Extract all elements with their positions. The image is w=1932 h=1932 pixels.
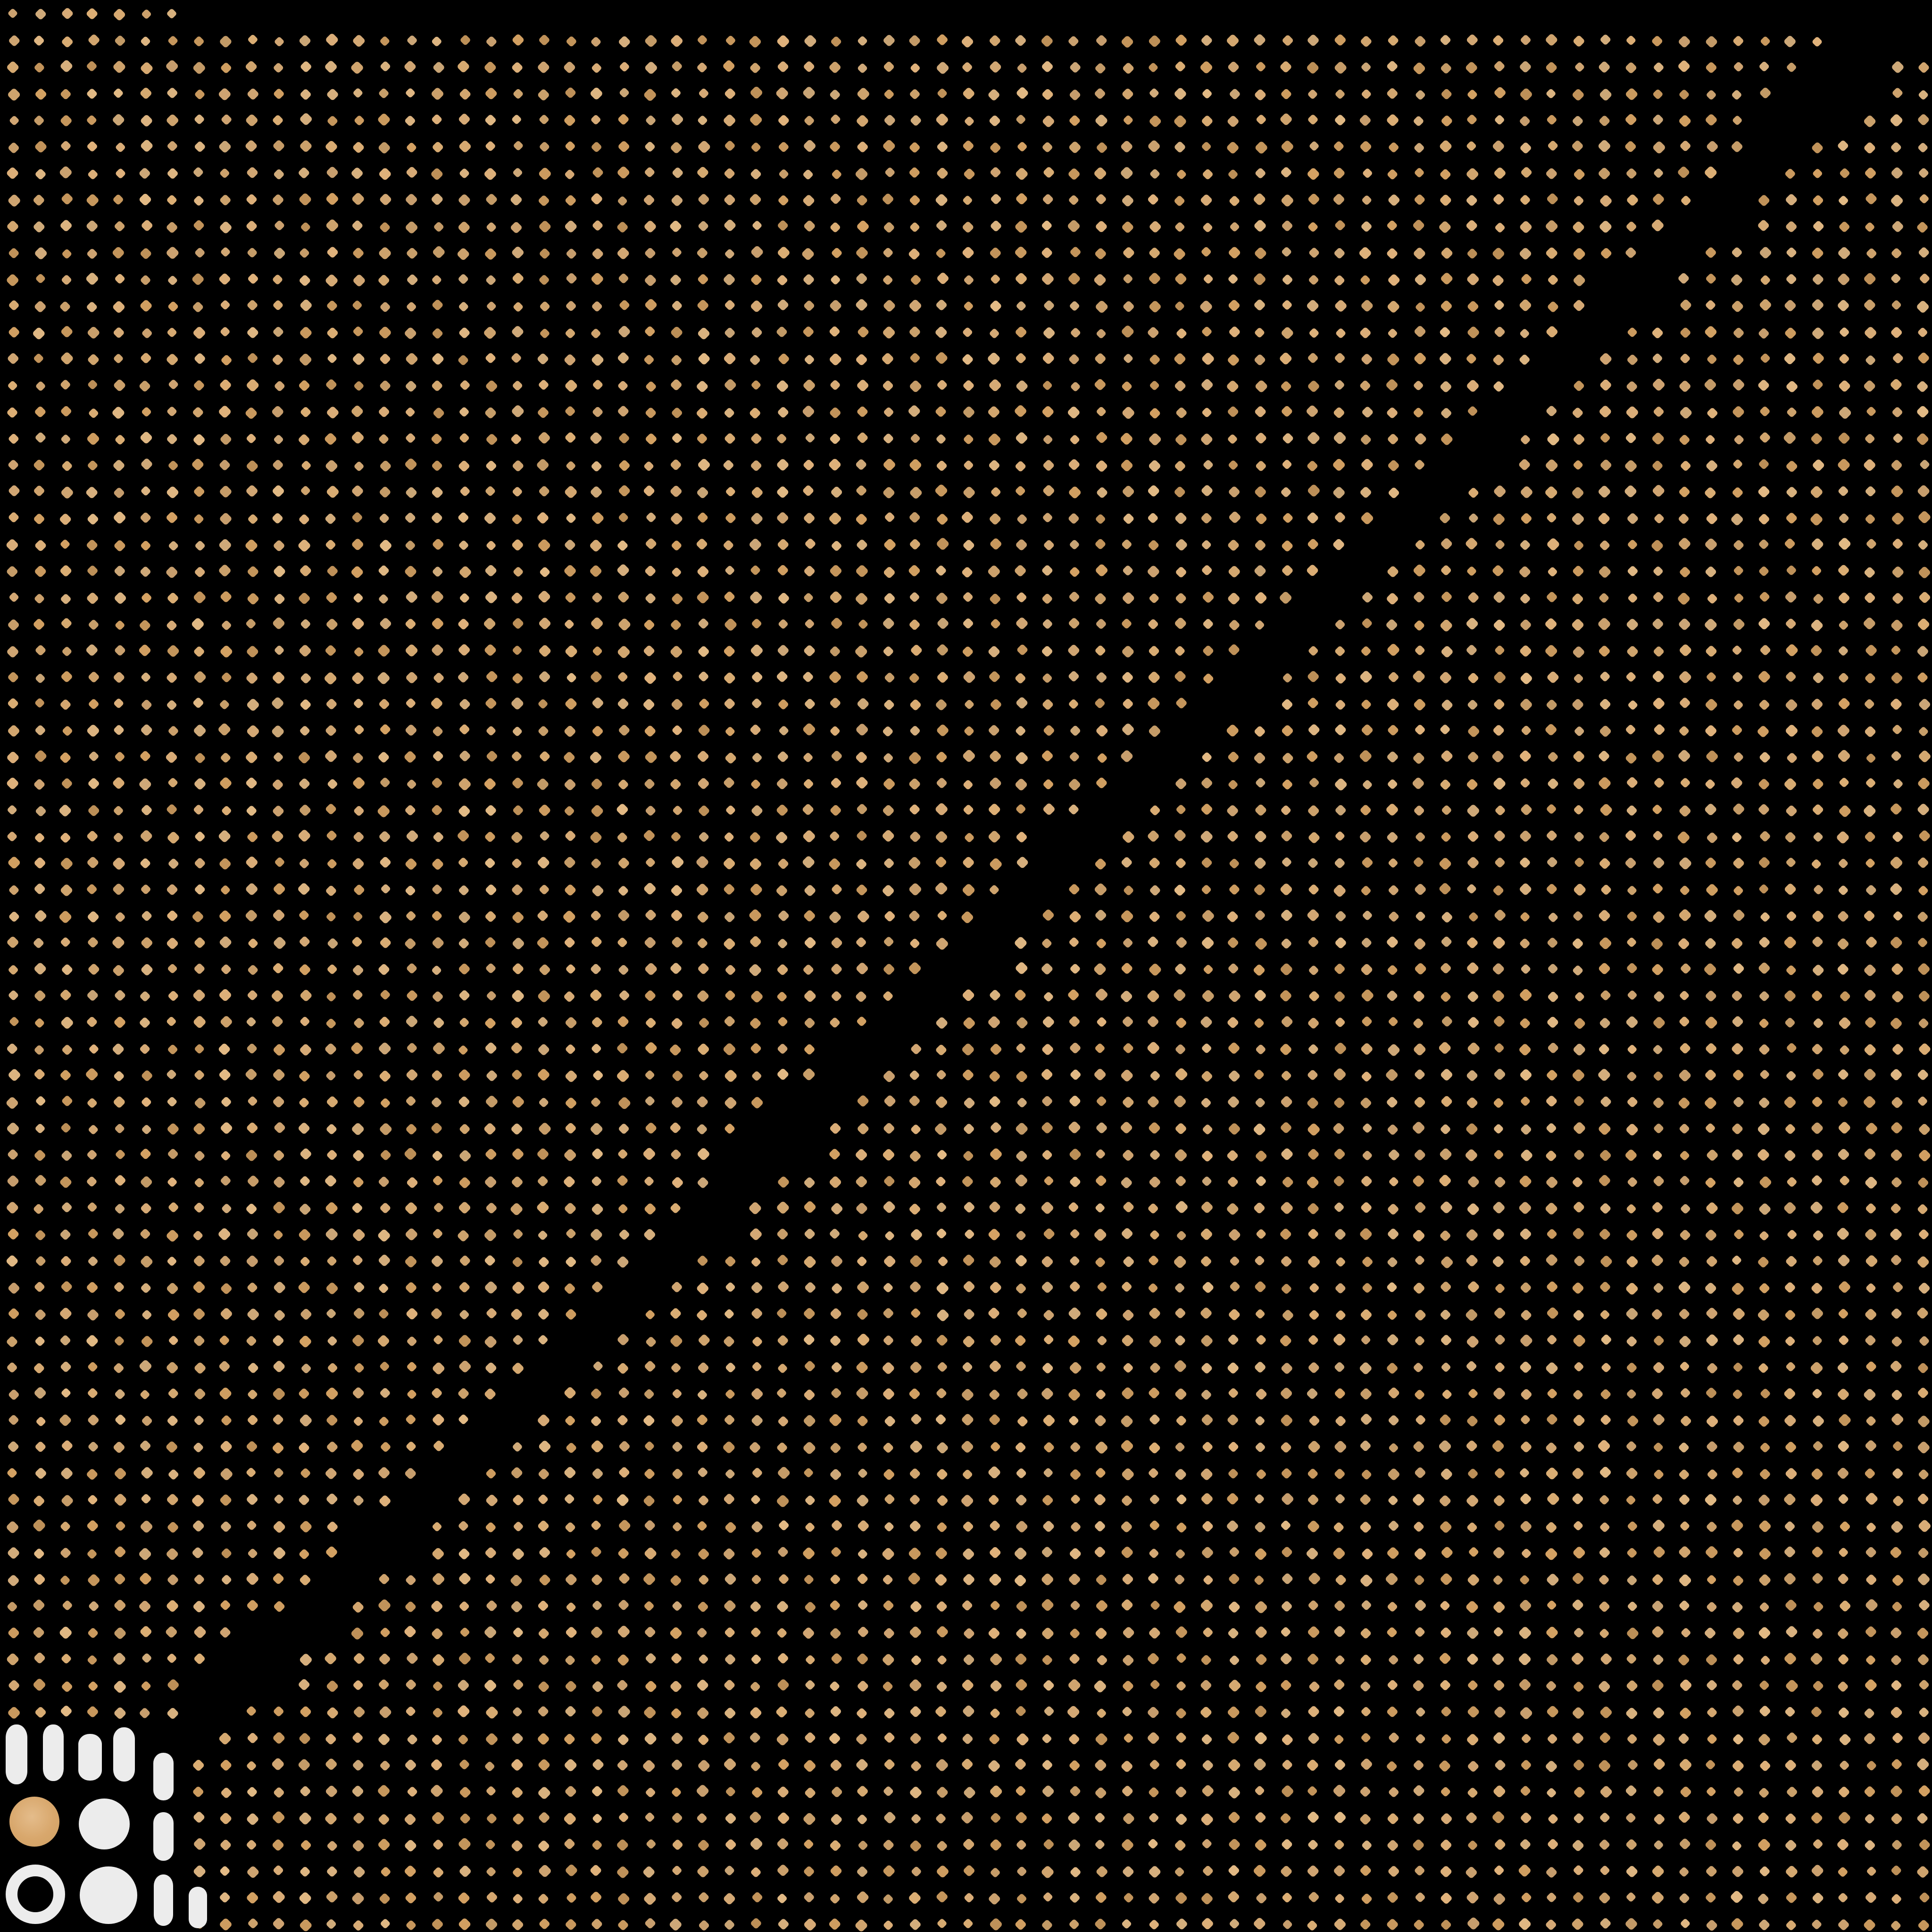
dot-grid-dots	[6, 8, 1931, 1932]
